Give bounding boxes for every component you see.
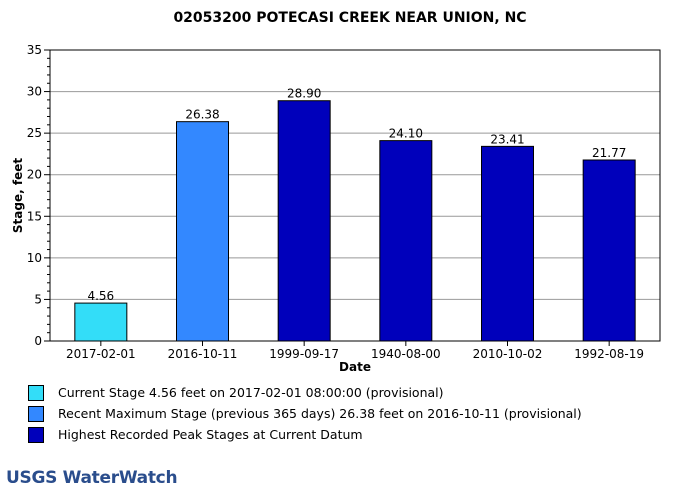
- bar-value-label: 23.41: [490, 132, 524, 146]
- y-tick-label: 30: [27, 85, 42, 99]
- x-axis-ticks: 2017-02-01 2016-10-11 1999-09-17 1940-08-00…: [66, 341, 644, 361]
- y-axis-label: Stage, feet: [11, 158, 25, 233]
- chart-title: 02053200 POTECASI CREEK NEAR UNION, NC: [173, 10, 526, 26]
- y-tick-label: 20: [27, 168, 42, 182]
- legend-label-current: Current Stage 4.56 feet on 2017-02-01 08…: [58, 385, 444, 400]
- legend-label-peak: Highest Recorded Peak Stages at Current …: [58, 427, 363, 442]
- usgs-waterwatch-logo[interactable]: USGS WaterWatch: [6, 468, 178, 488]
- bar-value-label: 28.90: [287, 87, 321, 101]
- bar: [277, 100, 331, 342]
- legend-label-recent-max: Recent Maximum Stage (previous 365 days)…: [58, 406, 582, 421]
- legend-swatch-recent-max: [28, 405, 44, 422]
- bar-value-label: 21.77: [592, 146, 626, 160]
- x-tick-label: 1999-09-17: [269, 347, 339, 361]
- value-labels: 4.56 26.38 28.90 24.10 23.41 21.77: [87, 87, 626, 303]
- legend-swatch-peak: [28, 426, 44, 443]
- legend: Current Stage 4.56 feet on 2017-02-01 08…: [28, 382, 582, 445]
- bar: [74, 302, 128, 342]
- legend-item-peak-stages: Highest Recorded Peak Stages at Current …: [28, 424, 582, 445]
- y-tick-label: 0: [34, 334, 42, 348]
- y-tick-label: 10: [27, 251, 42, 265]
- bar-value-label: 24.10: [389, 127, 423, 141]
- bar-value-label: 26.38: [185, 108, 219, 122]
- bar: [379, 140, 433, 342]
- bar-value-label: 4.56: [87, 289, 114, 303]
- bars: [74, 100, 636, 342]
- x-tick-label: 2017-02-01: [66, 347, 136, 361]
- bar: [582, 159, 636, 342]
- stage-bar-chart: 02053200 POTECASI CREEK NEAR UNION, NC 4…: [11, 10, 661, 374]
- y-tick-label: 35: [27, 43, 42, 57]
- y-tick-label: 15: [27, 209, 42, 223]
- x-tick-label: 1992-08-19: [574, 347, 644, 361]
- x-tick-label: 2016-10-11: [168, 347, 238, 361]
- bar: [176, 121, 229, 342]
- x-tick-label: 2010-10-02: [473, 347, 543, 361]
- legend-item-current-stage: Current Stage 4.56 feet on 2017-02-01 08…: [28, 382, 582, 403]
- x-axis-label: Date: [339, 360, 371, 374]
- gridlines: [50, 91, 660, 300]
- legend-item-recent-max: Recent Maximum Stage (previous 365 days)…: [28, 403, 582, 424]
- y-axis-ticks: 0 5 10 15 20 25 30 35: [27, 43, 50, 348]
- legend-swatch-current: [28, 384, 44, 401]
- y-tick-label: 5: [34, 292, 42, 306]
- plot-frame: [49, 49, 661, 342]
- x-tick-label: 1940-08-00: [371, 347, 441, 361]
- logo-text: USGS WaterWatch: [6, 468, 178, 488]
- bar: [481, 145, 534, 342]
- y-tick-label: 25: [27, 126, 42, 140]
